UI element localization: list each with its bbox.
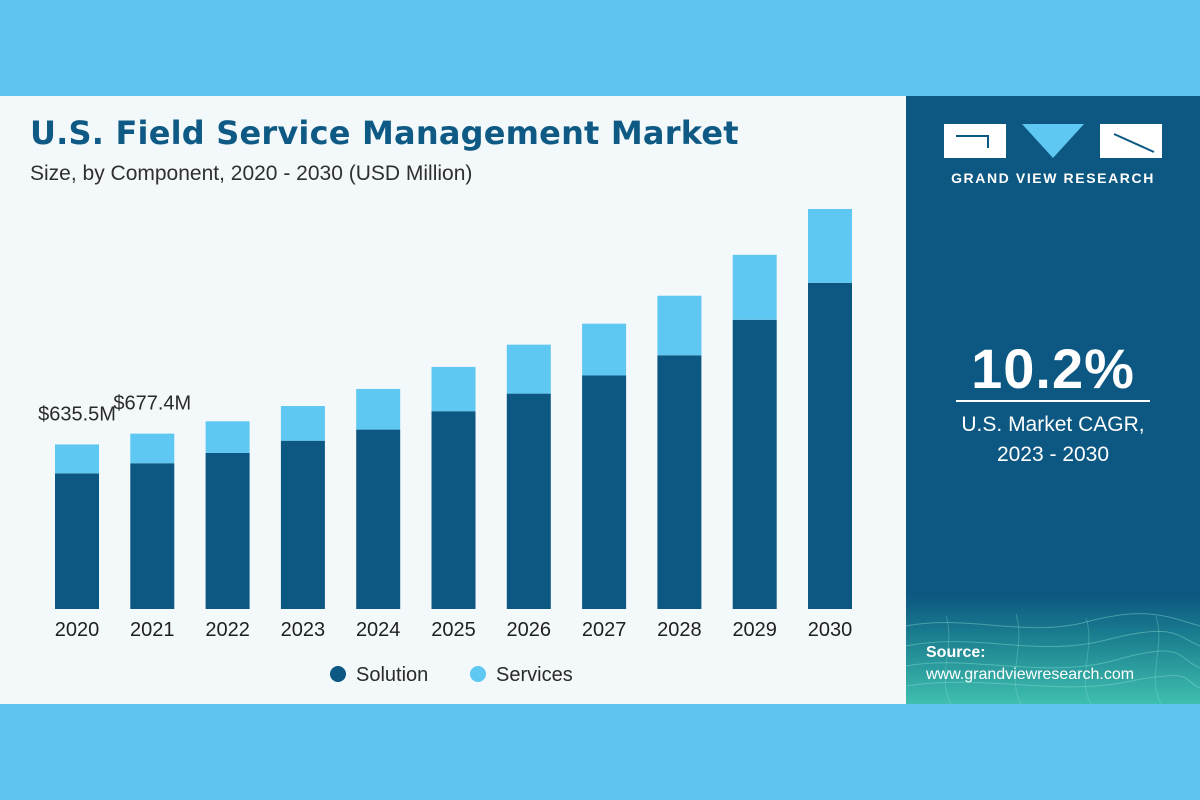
x-tick-label: 2023 [281, 619, 326, 641]
bar-services-2030 [808, 209, 852, 283]
x-tick-label: 2021 [130, 619, 175, 641]
bar-services-2020 [55, 444, 99, 474]
cagr-label: U.S. Market CAGR, 2023 - 2030 [906, 410, 1200, 470]
bar-services-2024 [356, 388, 401, 430]
x-tick-label: 2022 [205, 619, 250, 641]
bar-solution-2028 [657, 355, 702, 609]
bar-solution-2020 [55, 473, 99, 609]
legend-marker-solution [330, 666, 346, 682]
bar-solution-2027 [582, 375, 627, 609]
cagr-panel: GRAND VIEW RESEARCH 10.2% U.S. Market CA… [906, 96, 1200, 704]
bar-services-2028 [657, 295, 702, 356]
grand-view-research-logo [944, 124, 1162, 158]
bar-solution-2022 [205, 452, 250, 609]
x-tick-label: 2030 [808, 619, 853, 641]
x-tick-label: 2025 [431, 619, 476, 641]
data-label-2020: $635.5M [38, 403, 116, 425]
bar-services-2021 [130, 433, 175, 464]
bar-solution-2023 [280, 440, 325, 609]
cagr-divider [956, 400, 1150, 402]
wave-background [906, 596, 1200, 704]
legend-label-solution: Solution [356, 664, 428, 686]
brand-name: GRAND VIEW RESEARCH [951, 170, 1155, 186]
bar-services-2027 [582, 323, 627, 376]
chart-subtitle: Size, by Component, 2020 - 2030 (USD Mil… [30, 162, 473, 185]
bar-solution-2024 [356, 429, 401, 609]
bar-solution-2029 [732, 319, 777, 609]
legend-marker-services [470, 666, 486, 682]
bar-solution-2021 [130, 463, 175, 609]
infographic-card: U.S. Field Service Management Market Siz… [0, 96, 1200, 704]
x-tick-label: 2027 [582, 619, 627, 641]
bar-services-2023 [280, 406, 325, 441]
data-label-2021: $677.4M [113, 393, 191, 415]
x-tick-label: 2029 [732, 619, 777, 641]
chart-title: U.S. Field Service Management Market [30, 114, 739, 152]
cagr-label-line1: U.S. Market CAGR, [961, 413, 1145, 436]
bar-services-2022 [205, 421, 250, 453]
x-tick-label: 2028 [657, 619, 702, 641]
bar-solution-2030 [808, 282, 852, 609]
source-label: Source: [926, 644, 986, 661]
x-tick-label: 2020 [55, 619, 100, 641]
chart-panel: U.S. Field Service Management Market Siz… [0, 96, 906, 704]
source-block: Source: www.grandviewresearch.com [926, 642, 1134, 686]
legend-label-services: Services [496, 664, 573, 686]
cagr-label-line2: 2023 - 2030 [996, 443, 1110, 466]
stacked-bar-chart: 2020 2021 2022 2023 2024 2025 2026 2027 2028 2029… [38, 209, 853, 686]
bar-solution-2026 [506, 393, 551, 609]
x-tick-label: 2024 [356, 619, 401, 641]
bar-services-2025 [431, 366, 476, 412]
source-url[interactable]: www.grandviewresearch.com [926, 666, 1135, 683]
bar-services-2029 [732, 254, 777, 320]
bar-solution-2025 [431, 411, 476, 609]
bar-services-2026 [506, 344, 551, 394]
x-tick-label: 2026 [507, 619, 552, 641]
cagr-value: 10.2% [971, 337, 1135, 400]
